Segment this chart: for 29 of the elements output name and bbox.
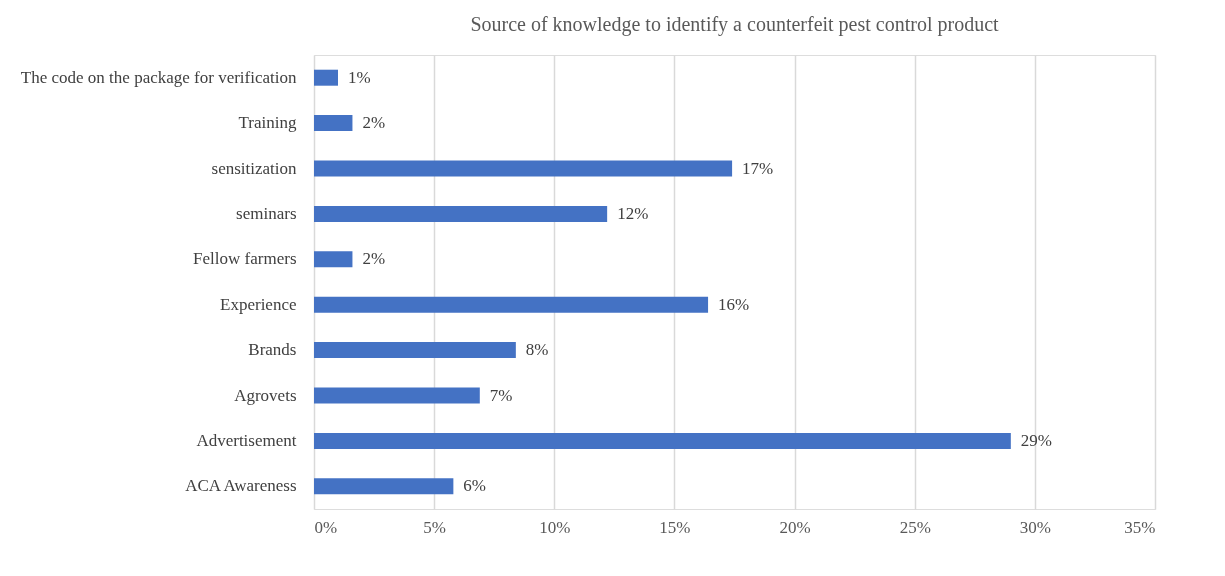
y-tick-label: Fellow farmers <box>193 249 297 269</box>
x-tick-label: 5% <box>423 517 446 537</box>
data-label: 16% <box>718 294 750 314</box>
x-tick-label: 35% <box>1124 517 1156 537</box>
data-label: 2% <box>362 113 386 133</box>
y-tick-label: ACA Awareness <box>185 476 297 496</box>
data-label: 17% <box>742 158 774 178</box>
chart-title: Source of knowledge to identify a counterfeit pest control product <box>470 13 1000 36</box>
y-tick-label: Experience <box>220 294 297 314</box>
y-tick-label: Brands <box>248 340 297 360</box>
x-tick-label: 30% <box>1019 517 1051 537</box>
x-tick-label: 20% <box>779 517 811 537</box>
x-tick-label: 15% <box>659 517 691 537</box>
y-tick-label: sensitization <box>211 158 297 178</box>
x-tick-label: 25% <box>899 517 931 537</box>
data-label: 12% <box>617 203 649 223</box>
data-label: 2% <box>362 249 386 269</box>
data-label: 1% <box>348 67 371 87</box>
y-tick-label: The code on the package for verification <box>20 67 297 87</box>
y-tick-label: Training <box>238 113 297 133</box>
y-tick-label: seminars <box>236 203 297 223</box>
y-tick-label: Advertisement <box>196 430 297 450</box>
x-tick-label: 0% <box>314 517 338 537</box>
data-label: 29% <box>1020 430 1052 450</box>
x-tick-label: 10% <box>539 517 571 537</box>
data-label: 8% <box>525 340 549 360</box>
data-label: 7% <box>489 385 513 405</box>
y-tick-label: Agrovets <box>234 385 297 405</box>
data-label: 6% <box>463 476 487 496</box>
